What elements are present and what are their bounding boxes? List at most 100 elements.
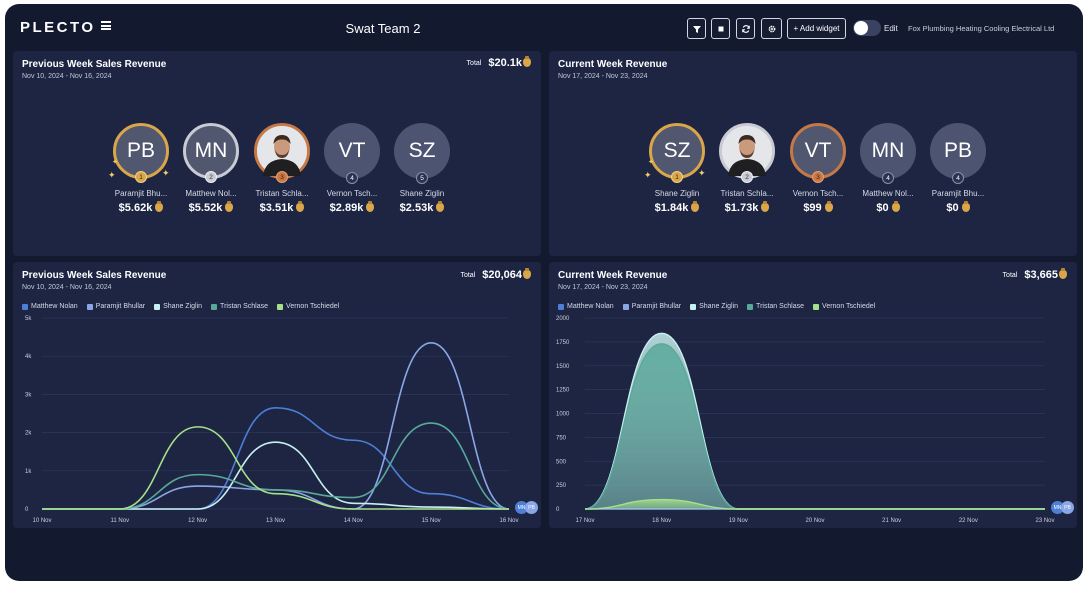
settings-button[interactable] xyxy=(761,18,782,39)
edit-toggle[interactable] xyxy=(853,20,881,36)
sparkle-icon: ✦ xyxy=(112,159,118,166)
x-tick-label: 14 Nov xyxy=(344,518,363,524)
entry-amount: $2.89k xyxy=(329,202,364,214)
leaderboard-entry[interactable]: VT 4 Vernon Tsch... $2.89k xyxy=(315,123,389,214)
legend-item[interactable]: Tristan Schlase xyxy=(211,303,268,310)
leaderboard-entry[interactable]: 3 Tristan Schla... $3.51k xyxy=(245,123,319,214)
plecto-logo[interactable]: PLECTO xyxy=(20,19,96,36)
legend-item[interactable]: Matthew Nolan xyxy=(558,303,614,310)
chart-widget-current-week[interactable]: 0 250 500 750 1000 1250 1500 1750 2000 17 Nov 18 N… xyxy=(549,262,1077,528)
dashboard-window: PLECTO Swat Team 2 + Add widget Edit Fox… xyxy=(5,4,1083,581)
legend-item[interactable]: Vernon Tschiedel xyxy=(277,303,339,310)
entry-name: Paramjit Bhu... xyxy=(931,189,985,198)
avatar: 3 xyxy=(254,123,310,183)
sparkle-icon: ✦ xyxy=(698,168,706,178)
y-tick-label: 4k xyxy=(25,354,32,360)
widget-date-range: Nov 17, 2024 - Nov 23, 2024 xyxy=(558,284,648,291)
avatar: SZ 5 xyxy=(394,123,450,184)
hamburger-menu-icon[interactable] xyxy=(101,21,111,30)
leaderboard-entry[interactable]: PB 4 Paramjit Bhu... $0 xyxy=(921,123,995,214)
series-line[interactable] xyxy=(42,426,509,510)
widget-title: Current Week Revenue xyxy=(558,59,668,70)
series-line[interactable] xyxy=(42,342,510,510)
leaderboard-entry[interactable]: MN 2 Matthew Nol... $5.52k xyxy=(174,123,248,214)
rank-badge: 3 xyxy=(812,171,824,183)
leaderboard-entry[interactable]: VT 3 Vernon Tsch... $99 xyxy=(781,123,855,214)
rank-badge: 2 xyxy=(205,171,217,183)
entry-amount: $1.73k xyxy=(724,202,759,214)
avatar: SZ 1 ✦ ✦ ✦ xyxy=(644,123,706,183)
series-line[interactable] xyxy=(42,441,510,510)
refresh-icon xyxy=(741,24,750,33)
rank-badge: 4 xyxy=(346,172,358,184)
entry-value: $5.52k xyxy=(174,201,248,214)
series-area[interactable] xyxy=(585,343,1045,509)
y-tick-label: 0 xyxy=(25,507,29,513)
entry-amount: $1.84k xyxy=(654,202,689,214)
money-bag-icon xyxy=(523,56,531,67)
chart-widget-previous-week[interactable]: 0 1k 2k 3k 4k 5k 10 Nov 11 Nov 12 Nov 13 Nov 14 No… xyxy=(13,262,541,528)
gear-icon xyxy=(768,25,775,32)
top-bar: PLECTO Swat Team 2 + Add widget Edit Fox… xyxy=(5,4,1083,50)
entry-name: Vernon Tsch... xyxy=(326,189,378,198)
rank-badge: 1 xyxy=(135,171,147,183)
legend-swatch xyxy=(690,303,697,310)
money-bag-icon xyxy=(824,201,833,212)
entry-amount: $5.62k xyxy=(118,202,153,214)
series-avatar-badge[interactable]: MN xyxy=(1051,501,1064,514)
filter-button[interactable] xyxy=(687,18,706,39)
widget-total: Total $20.1k xyxy=(466,56,531,69)
total-label: Total xyxy=(466,59,482,67)
series-avatar-badge[interactable]: MN xyxy=(515,501,528,514)
leaderboard-entry[interactable]: 2 Tristan Schla... $1.73k xyxy=(710,123,784,214)
series-avatar-badge[interactable]: PB xyxy=(1061,501,1074,514)
series-area[interactable] xyxy=(585,499,1045,509)
leaderboard-entry[interactable]: PB 1 ✦ ✦ ✦ Paramjit Bhu... $5.62k xyxy=(104,123,178,214)
money-bag-icon xyxy=(296,201,305,212)
leaderboard-entry[interactable]: MN 4 Matthew Nol... $0 xyxy=(851,123,925,214)
series-line[interactable] xyxy=(584,498,1045,510)
money-bag-icon xyxy=(891,201,900,212)
avatar: PB 4 xyxy=(930,123,986,184)
fullscreen-button[interactable] xyxy=(711,18,730,39)
legend-label: Vernon Tschiedel xyxy=(822,303,876,310)
widget-date-range: Nov 17, 2024 - Nov 23, 2024 xyxy=(558,73,648,80)
legend-item[interactable]: Shane Ziglin xyxy=(154,303,202,310)
widget-title: Previous Week Sales Revenue xyxy=(22,59,167,70)
y-tick-label: 1250 xyxy=(556,388,570,394)
leaderboard-widget-current-week[interactable]: Current Week Revenue Nov 17, 2024 - Nov … xyxy=(549,51,1077,256)
entry-amount: $5.52k xyxy=(188,202,223,214)
entry-amount: $0 xyxy=(876,202,889,214)
entry-amount: $0 xyxy=(946,202,959,214)
legend-item[interactable]: Vernon Tschiedel xyxy=(813,303,875,310)
legend-swatch xyxy=(22,303,28,310)
y-tick-label: 2000 xyxy=(556,316,570,322)
money-bag-icon xyxy=(155,201,164,212)
y-tick-label: 500 xyxy=(556,459,567,465)
legend-swatch xyxy=(813,303,820,310)
filter-icon xyxy=(692,25,701,33)
legend-item[interactable]: Paramjit Bhullar xyxy=(86,303,145,310)
add-widget-button[interactable]: + Add widget xyxy=(787,18,846,39)
y-tick-label: 5k xyxy=(25,316,32,322)
series-avatar-badge[interactable]: PB xyxy=(525,501,538,514)
legend-item[interactable]: Tristan Schlase xyxy=(747,303,804,310)
y-tick-label: 1k xyxy=(25,469,32,475)
refresh-button[interactable] xyxy=(736,18,755,39)
legend-item[interactable]: Paramjit Bhullar xyxy=(622,303,681,310)
entry-value: $1.84k xyxy=(640,201,714,214)
total-value: $20,064 xyxy=(482,268,531,281)
leaderboard-entry[interactable]: SZ 5 Shane Ziglin $2.53k xyxy=(385,123,459,214)
sparkle-icon: ✦ xyxy=(162,168,170,178)
series-line[interactable] xyxy=(42,422,510,510)
legend-item[interactable]: Shane Ziglin xyxy=(690,303,738,310)
avatar: PB 1 ✦ ✦ ✦ xyxy=(108,123,170,183)
company-name[interactable]: Fox Plumbing Heating Cooling Electrical … xyxy=(908,24,1055,33)
leaderboard-widget-previous-week[interactable]: Previous Week Sales Revenue Nov 10, 2024… xyxy=(13,51,541,256)
legend-item[interactable]: Matthew Nolan xyxy=(22,303,78,310)
avatar: VT 3 xyxy=(790,123,846,183)
rank-badge: 5 xyxy=(416,172,428,184)
total-value: $3,665 xyxy=(1024,268,1067,281)
avatar-initials: PB xyxy=(126,139,155,162)
leaderboard-entry[interactable]: SZ 1 ✦ ✦ ✦ Shane Ziglin $1.84k xyxy=(640,123,714,214)
